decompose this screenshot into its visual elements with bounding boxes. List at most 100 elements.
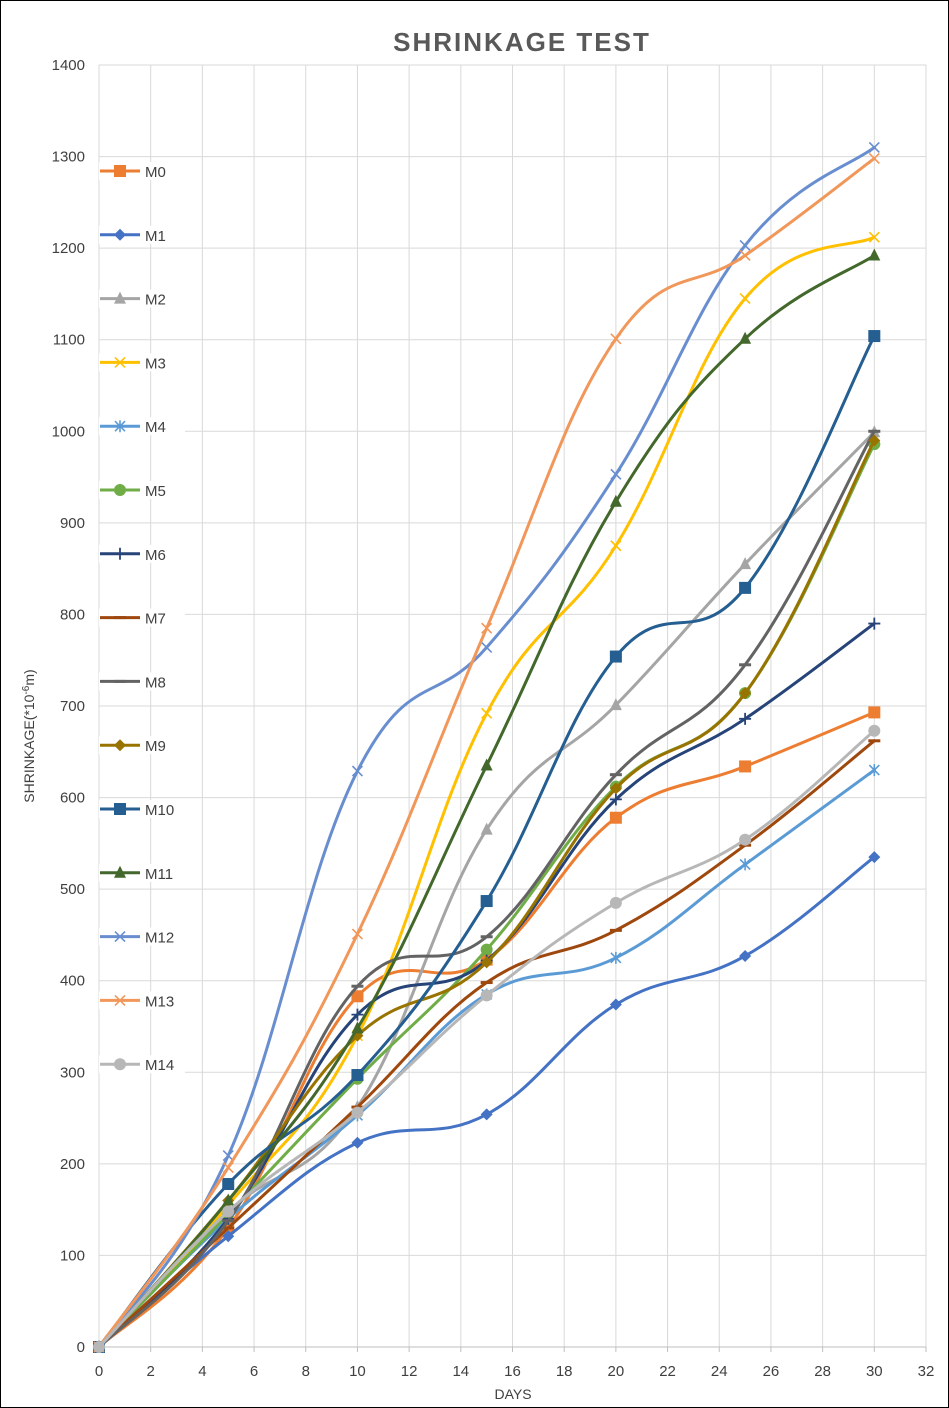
series-m1 [93,851,881,1353]
x-tick-label: 2 [147,1363,155,1380]
data-point-m7 [480,981,493,985]
legend-entry-m10: M10 [99,800,185,819]
legend-label-m1: M1 [145,228,166,245]
legend-label-m8: M8 [145,674,166,691]
legend-entry-m3: M3 [99,353,185,372]
y-tick-label: 500 [60,881,85,898]
data-point-m10 [868,330,881,343]
data-point-m0 [868,706,881,719]
series-m10 [93,330,881,1353]
data-point-m4 [739,858,751,871]
y-tick-label: 800 [60,606,85,623]
legend-marker-m13 [114,994,126,1006]
y-tick-label: 400 [60,973,85,990]
legend-marker-m6 [114,547,126,560]
data-point-m13 [351,928,364,940]
legend-entry-m7: M7 [99,608,185,628]
data-point-m1 [351,1136,364,1149]
data-point-m0 [351,990,364,1003]
data-point-m13 [222,1161,234,1174]
data-point-m6 [739,712,752,725]
data-point-m12 [351,765,364,777]
x-tick-label: 28 [814,1363,831,1380]
legend-label-m4: M4 [145,419,166,436]
data-point-m9 [868,434,881,447]
series-line-m4 [97,768,876,1349]
y-tick-label: 100 [60,1247,85,1264]
y-axis-title-main: SHRINKAGE(*10 [21,694,37,802]
data-point-m8 [868,429,881,433]
x-tick-label: 8 [302,1363,310,1380]
data-point-m10 [351,1069,364,1082]
data-point-m9 [480,956,493,969]
data-point-m8 [609,773,622,777]
legend-entry-m0: M0 [99,162,185,181]
data-point-m3 [868,231,880,243]
legend-bg-m13 [99,991,185,1010]
data-point-m8 [739,663,752,667]
data-point-m14 [93,1341,105,1353]
data-point-m10 [609,650,622,663]
legend-marker-m11 [114,865,126,878]
data-point-m9 [609,782,622,795]
legend-label-m6: M6 [145,547,166,564]
legend-bg-m12 [99,927,185,946]
x-tick-label: 16 [504,1363,521,1380]
series-m13 [93,152,880,1353]
x-tick-label: 6 [250,1363,258,1380]
data-point-m12 [739,239,751,251]
y-tick-label: 200 [60,1156,85,1173]
legend-label-m2: M2 [145,292,166,309]
data-point-m12 [481,641,493,653]
y-tick-label: 700 [60,698,85,715]
series-line-m1 [97,855,876,1349]
legend-bg-m7 [99,608,185,627]
data-point-m3 [739,292,751,305]
data-point-m2 [739,557,752,570]
data-point-m7 [222,1226,235,1230]
legend-marker-m5 [114,484,126,496]
series-m0 [93,706,881,1353]
data-point-m14 [480,989,493,1002]
x-tick-label: 14 [452,1363,469,1380]
y-tick-label: 1400 [52,57,85,74]
x-tick-label: 30 [866,1363,883,1380]
legend-entry-m6: M6 [99,544,185,564]
series-m14 [93,724,881,1353]
data-point-m2 [609,698,622,711]
series-line-m0 [97,710,876,1349]
legend-marker-m0 [114,165,126,177]
legend-entry-m12: M12 [99,927,185,947]
data-point-m7 [609,928,622,932]
legend-label-m0: M0 [145,164,166,181]
data-point-m14 [868,724,881,737]
chart-title: SHRINKAGE TEST [393,27,651,57]
data-point-m9 [739,687,752,700]
data-point-m11 [609,494,622,507]
legend-marker-m10 [114,803,126,815]
x-tick-label: 26 [763,1363,780,1380]
legend-entry-m9: M9 [99,736,185,755]
data-point-m13 [610,333,622,345]
y-tick-label: 600 [60,790,85,807]
legend-marker-m4 [114,420,126,433]
data-point-m11 [351,1021,364,1034]
axes: 0100200300400500600700800900100011001200… [52,57,935,1380]
legend-marker-m8 [114,679,126,683]
legend-marker-m14 [114,1058,126,1071]
legend-entry-m5: M5 [99,481,185,500]
legend-marker-m9 [114,739,126,752]
x-tick-label: 10 [349,1363,366,1380]
data-point-m8 [222,1219,235,1223]
legend-bg-m8 [99,672,185,691]
data-point-m12 [610,468,622,480]
y-tick-label: 1200 [52,240,85,257]
data-point-m13 [481,622,493,634]
y-tick-label: 1100 [53,332,85,349]
data-point-m8 [480,935,493,939]
y-tick-label: 1000 [52,423,85,440]
data-point-m10 [739,581,752,594]
series-m11 [93,248,881,1352]
